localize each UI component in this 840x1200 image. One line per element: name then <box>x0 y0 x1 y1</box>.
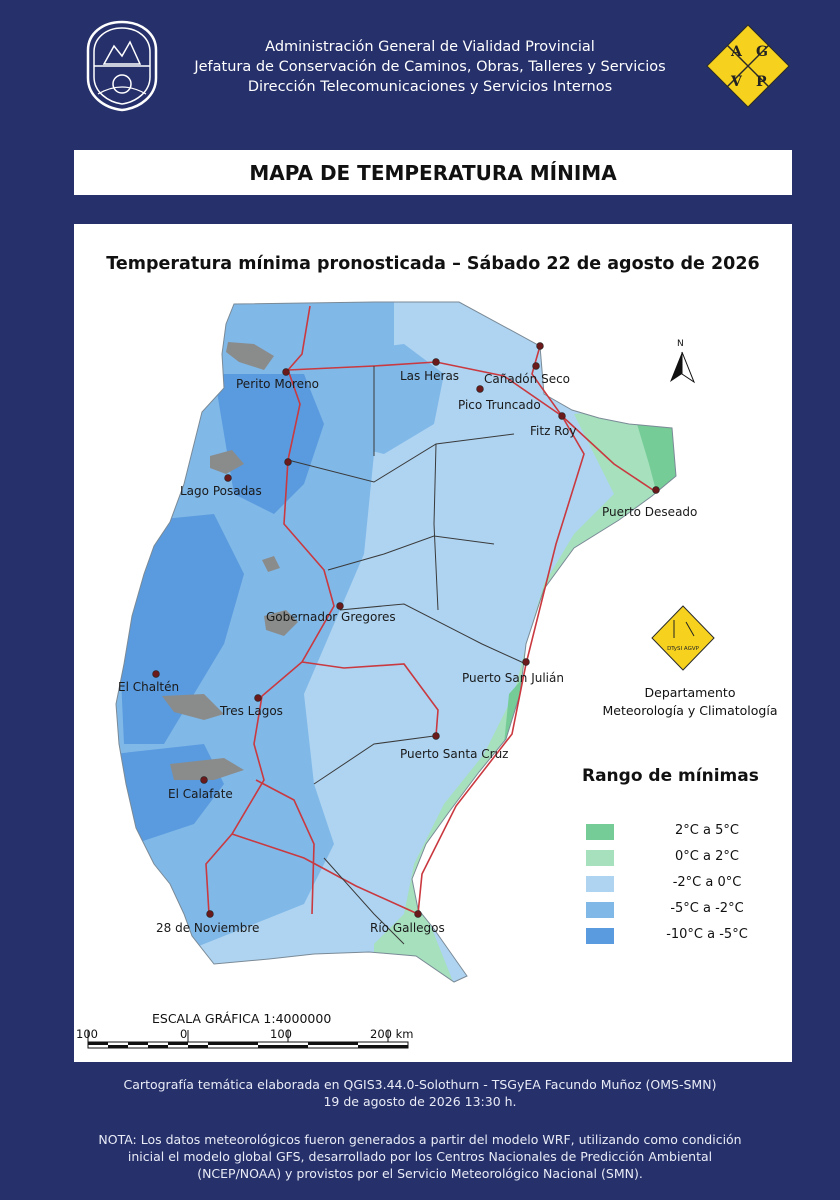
city-label-tres-lagos: Tres Lagos <box>219 704 283 718</box>
road-deseado <box>561 415 657 493</box>
city-label-rio-gallegos: Río Gallegos <box>370 921 445 935</box>
header-line1: Administración General de Vialidad Provi… <box>265 39 595 55</box>
page-title-box: MAPA DE TEMPERATURA MÍNIMA <box>74 150 792 195</box>
agvp-logo: A G V P <box>706 24 790 108</box>
temperature-field <box>115 301 677 983</box>
secondary-roads <box>287 366 527 945</box>
legend-label: -2°C a 0°C <box>672 875 742 890</box>
legend-swatch <box>586 850 614 866</box>
logo-letter-v: V <box>730 74 743 90</box>
zone-minus5-to-minus2-central <box>324 344 444 454</box>
footer-note-line3: (NCEP/NOAA) y provistos por el Servicio … <box>197 1166 643 1181</box>
road-ruta-288 <box>231 833 419 915</box>
legend-item: -5°C a -2°C <box>586 901 786 918</box>
lake-buenos-aires <box>226 342 274 370</box>
city-label-lago-posadas: Lago Posadas <box>180 484 262 498</box>
legend-swatch <box>586 902 614 918</box>
legend-label: 2°C a 5°C <box>675 823 739 838</box>
legend-label: -5°C a -2°C <box>670 901 744 916</box>
city-label-las-heras: Las Heras <box>400 369 459 383</box>
city-label-canadon-seco: Cañadón Seco <box>484 372 570 386</box>
department-label: Departamento Meteorología y Climatología <box>590 684 790 720</box>
legend-item: -2°C a 0°C <box>586 875 786 892</box>
footer-note-line1: NOTA: Los datos meteorológicos fueron ge… <box>98 1132 742 1147</box>
header: Administración General de Vialidad Provi… <box>0 0 840 140</box>
map-panel: Temperatura mínima pronosticada – Sábado… <box>74 224 792 1062</box>
city-label-puerto-santa-cruz: Puerto Santa Cruz <box>400 747 508 761</box>
legend-label: -10°C a -5°C <box>666 927 748 942</box>
footer-note-line2: inicial el modelo global GFS, desarrolla… <box>127 1149 713 1164</box>
lake-viedma <box>162 694 224 720</box>
header-text: Administración General de Vialidad Provi… <box>170 37 690 97</box>
logo-letter-g: G <box>756 44 768 60</box>
lake-argentino <box>170 758 244 780</box>
dtysi-logo-text: DTySI AGVP <box>667 646 700 652</box>
road-ruta-12 <box>301 661 439 737</box>
legend-swatch <box>586 928 614 944</box>
lake-strobel <box>262 556 280 572</box>
legend-item: 0°C a 2°C <box>586 849 786 866</box>
city-label-puerto-deseado: Puerto Deseado <box>602 505 697 519</box>
scale-label: 200 km <box>370 1027 414 1041</box>
department-line1: Departamento <box>644 685 736 700</box>
logo-letter-p: P <box>756 74 767 90</box>
city-markers <box>152 342 660 918</box>
scale-bar <box>87 1030 409 1049</box>
map-title: Temperatura mínima pronosticada – Sábado… <box>106 254 760 274</box>
city-label-puerto-san-julian: Puerto San Julián <box>462 671 564 685</box>
north-label: N <box>677 339 684 349</box>
city-label-el-chalten: El Chaltén <box>118 680 179 694</box>
dtysi-logo: DTySI AGVP <box>651 605 715 671</box>
provincial-seal-icon <box>86 20 158 112</box>
city-label-gobernador-gregores: Gobernador Gregores <box>266 610 396 624</box>
city-label-28-de-noviembre: 28 de Noviembre <box>156 921 259 935</box>
road-ruta-5 <box>255 779 315 915</box>
zone-2-to-5-northeast <box>634 404 676 502</box>
header-line2: Jefatura de Conservación de Caminos, Obr… <box>194 59 666 75</box>
lake-posadas <box>210 450 244 474</box>
legend-swatch <box>586 876 614 892</box>
legend-title: Rango de mínimas <box>582 766 759 786</box>
page-title: MAPA DE TEMPERATURA MÍNIMA <box>249 160 617 185</box>
department-line2: Meteorología y Climatología <box>602 703 778 718</box>
legend-item: 2°C a 5°C <box>586 823 786 840</box>
footer-date: 19 de agosto de 2026 13:30 h. <box>323 1094 517 1109</box>
city-label-fitz-roy: Fitz Roy <box>530 424 576 438</box>
lake-cardiel <box>264 610 298 636</box>
footer-credit-line: Cartografía temática elaborada en QGIS3.… <box>123 1077 717 1092</box>
footer-credit: Cartografía temática elaborada en QGIS3.… <box>40 1076 800 1110</box>
city-labels: Perito Moreno Las Heras Cañadón Seco Pic… <box>118 369 697 935</box>
footer-note: NOTA: Los datos meteorológicos fueron ge… <box>60 1131 780 1182</box>
zone-minus10-to-minus5-west <box>116 514 244 744</box>
road-ruta-40 <box>205 305 335 915</box>
legend-label: 0°C a 2°C <box>675 849 739 864</box>
lakes <box>162 342 298 780</box>
map-canvas: Perito Moreno Las Heras Cañadón Seco Pic… <box>87 301 715 1049</box>
city-label-pico-truncado: Pico Truncado <box>458 398 541 412</box>
scale-label: 100 <box>270 1027 292 1041</box>
scale-label: 0 <box>180 1027 188 1041</box>
city-label-perito-moreno: Perito Moreno <box>236 377 319 391</box>
scale-title: ESCALA GRÁFICA 1:4000000 <box>152 1011 332 1026</box>
logo-letter-a: A <box>730 44 743 60</box>
zone-minus10-to-minus5-north <box>214 374 324 514</box>
road-ruta-3 <box>417 345 585 915</box>
header-line3: Dirección Telecomunicaciones y Servicios… <box>247 79 613 95</box>
north-arrow-icon: N <box>670 339 696 384</box>
legend-item: -10°C a -5°C <box>586 927 786 944</box>
roads <box>205 305 657 915</box>
scale-label: 100 <box>76 1027 98 1041</box>
city-label-el-calafate: El Calafate <box>168 787 233 801</box>
legend-swatch <box>586 824 614 840</box>
